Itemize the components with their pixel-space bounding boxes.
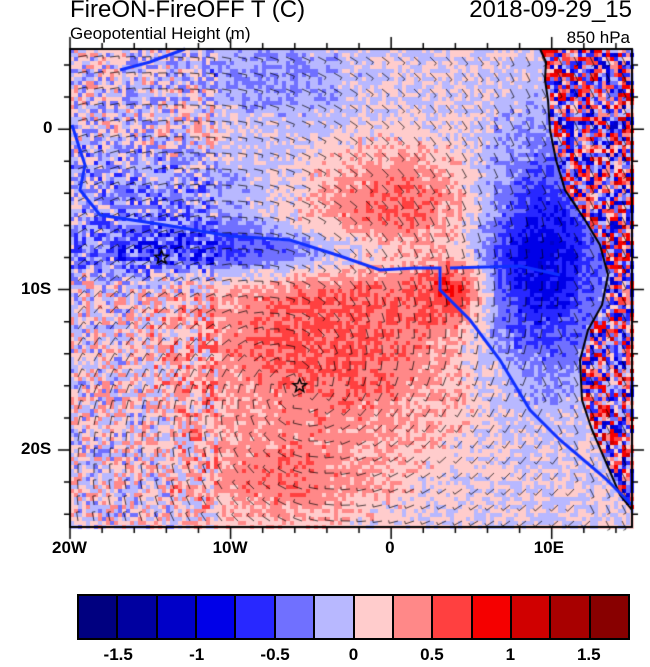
colorbar-label: 1 bbox=[505, 645, 516, 664]
colorbar-swatch bbox=[433, 596, 473, 638]
colorbar-label: -1 bbox=[189, 645, 205, 664]
colorbar-label: -1.5 bbox=[103, 645, 133, 664]
colorbar-swatch bbox=[354, 596, 394, 638]
lat-tick-label: 10S bbox=[21, 278, 52, 298]
colorbar-swatch bbox=[315, 596, 355, 638]
lat-tick-label: 20S bbox=[21, 439, 52, 458]
lon-tick-label: 0 bbox=[385, 538, 395, 557]
lon-tick-label: 20W bbox=[52, 538, 87, 557]
lon-tick-label: 10W bbox=[212, 538, 248, 557]
lon-tick-label: 10E bbox=[533, 538, 564, 557]
lat-tick-label: 0 bbox=[43, 118, 53, 138]
colorbar-swatch bbox=[511, 596, 552, 638]
temperature-difference-map bbox=[0, 0, 650, 580]
colorbar-label: 0 bbox=[348, 645, 359, 664]
colorbar-label: 0.5 bbox=[420, 645, 444, 664]
colorbar-swatch bbox=[393, 596, 434, 638]
colorbar-swatch bbox=[472, 596, 512, 638]
plot-title: FireON-FireOFF T (C) bbox=[70, 0, 306, 23]
colorbar-swatch bbox=[118, 596, 158, 638]
colorbar bbox=[77, 594, 630, 640]
colorbar-swatch bbox=[157, 596, 198, 638]
colorbar-label: -0.5 bbox=[260, 645, 290, 664]
colorbar-swatch bbox=[79, 596, 119, 638]
plot-date: 2018-09-29_15 bbox=[469, 0, 632, 23]
plot-subtitle: Geopotential Height (m) bbox=[70, 24, 251, 43]
colorbar-label: 1.5 bbox=[576, 645, 601, 664]
pressure-level: 850 hPa bbox=[566, 28, 630, 47]
colorbar-swatch bbox=[590, 596, 629, 638]
colorbar-swatch bbox=[197, 596, 237, 638]
colorbar-swatch bbox=[551, 596, 591, 638]
colorbar-swatch bbox=[236, 596, 276, 638]
colorbar-swatch bbox=[275, 596, 316, 638]
